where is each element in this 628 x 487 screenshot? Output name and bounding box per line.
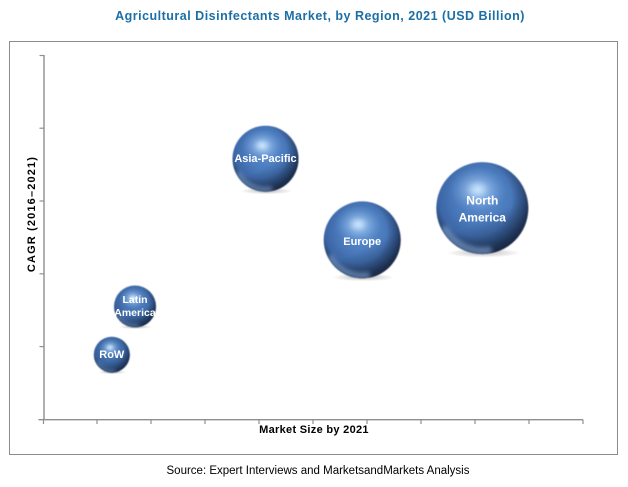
svg-text:America: America <box>459 210 507 224</box>
svg-text:Europe: Europe <box>343 236 381 248</box>
svg-text:North: North <box>466 193 498 207</box>
svg-text:America: America <box>114 307 156 319</box>
svg-text:Asia-Pacific: Asia-Pacific <box>234 153 296 165</box>
svg-text:Latin: Latin <box>122 294 147 306</box>
svg-text:RoW: RoW <box>99 349 125 361</box>
